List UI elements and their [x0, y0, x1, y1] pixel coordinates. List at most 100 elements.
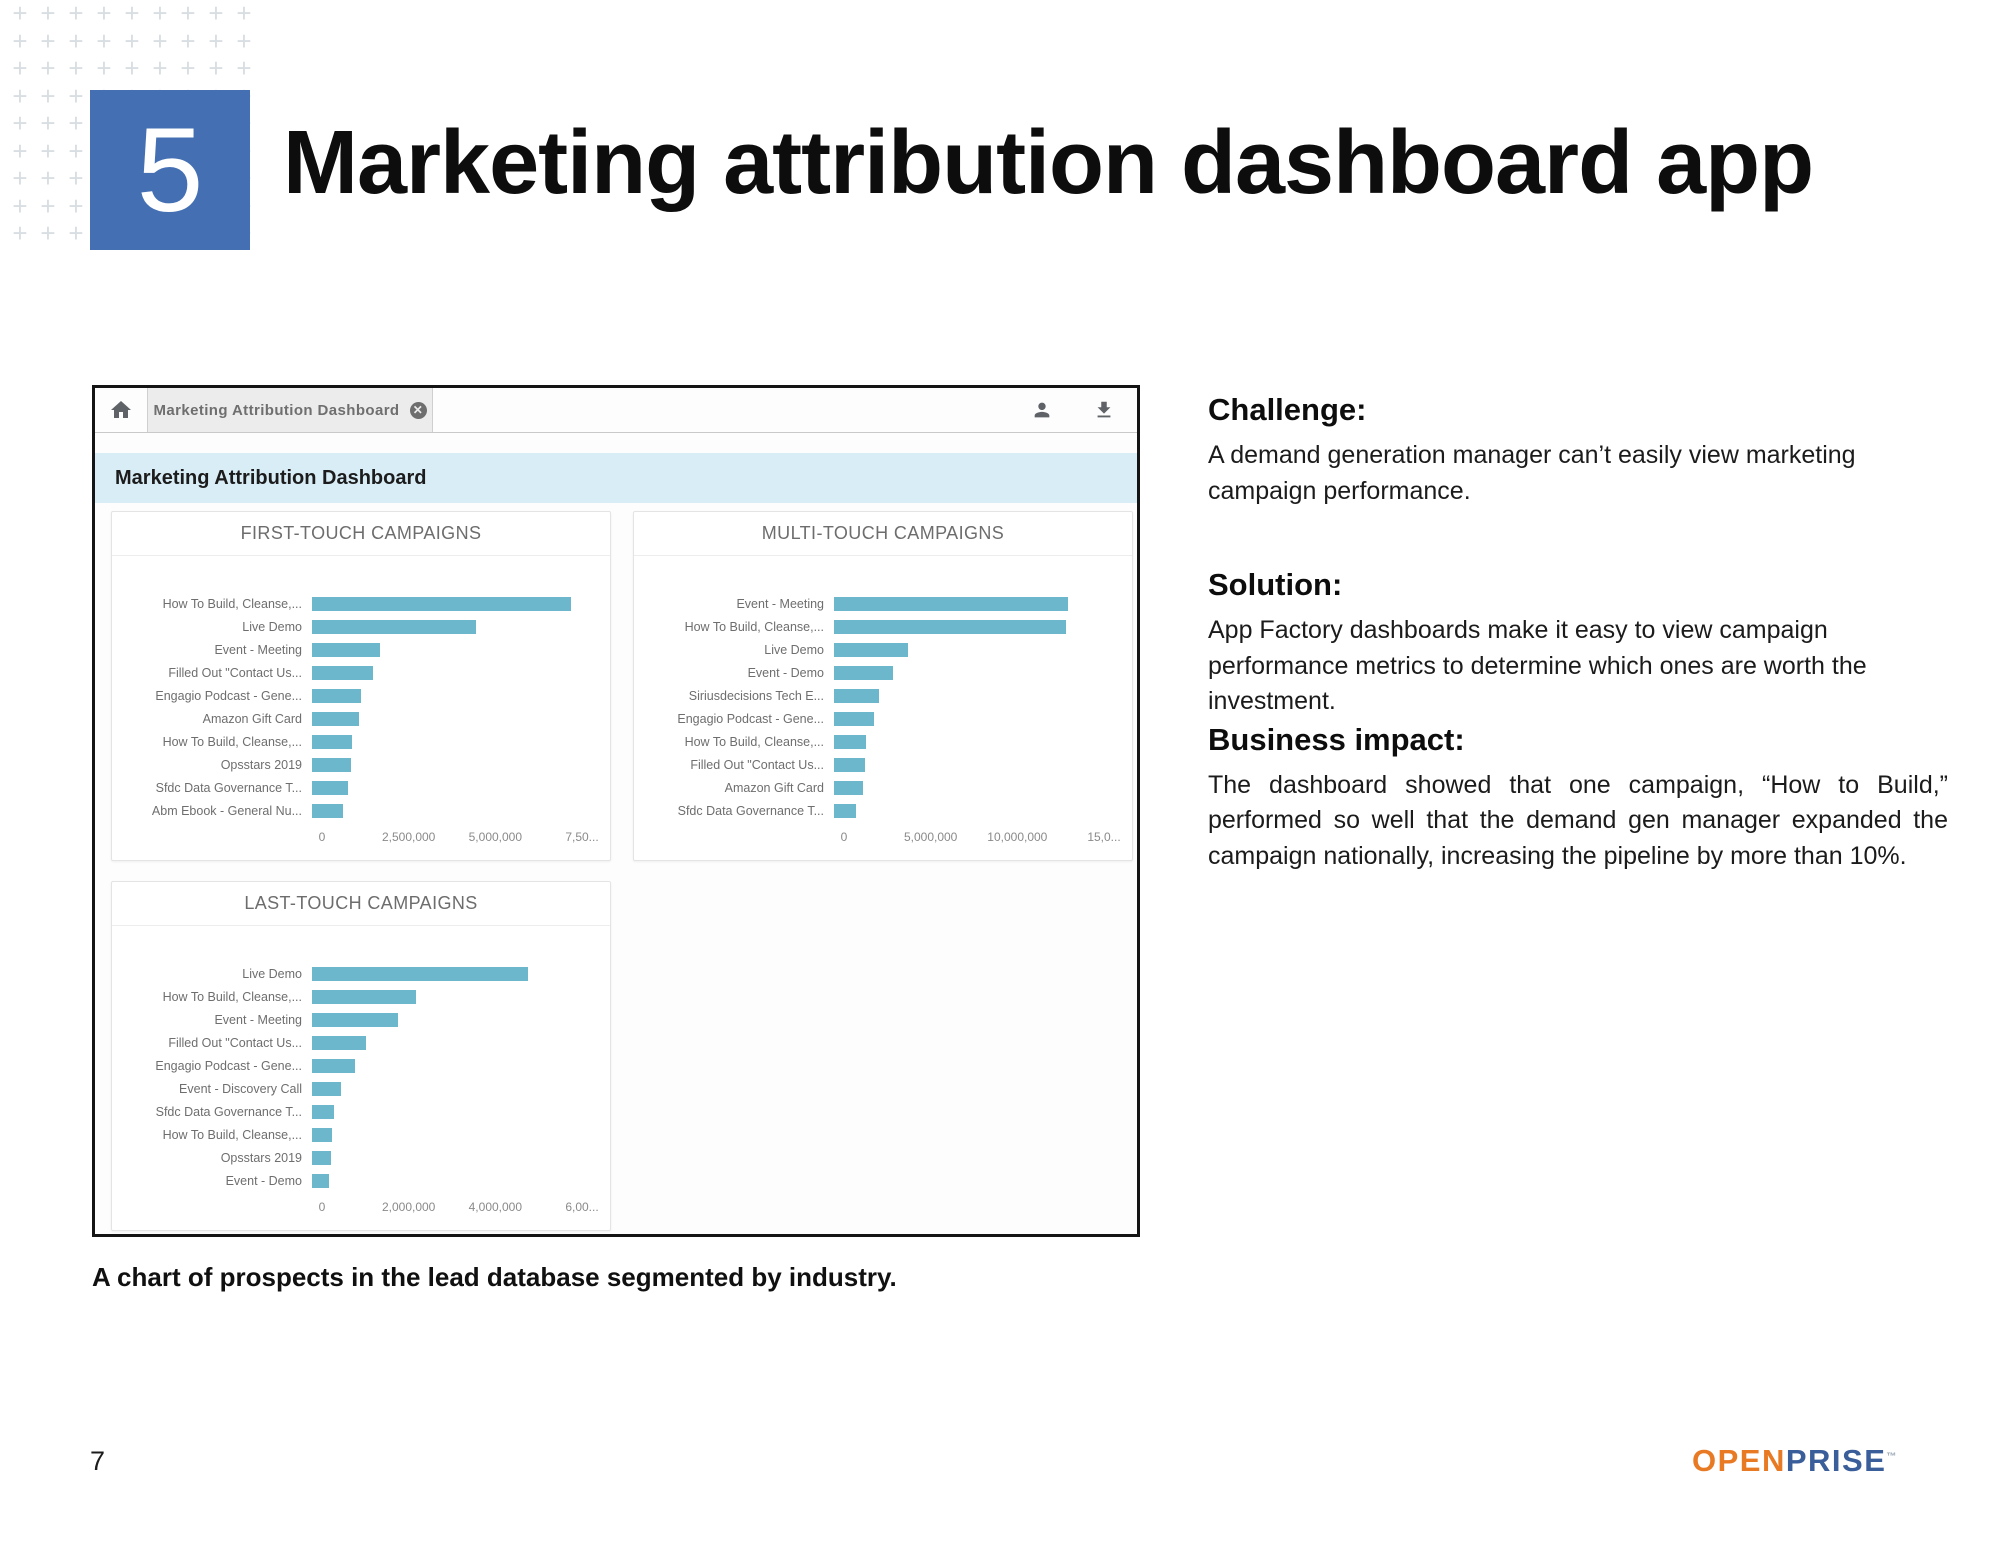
chart-card-first-touch: FIRST-TOUCH CAMPAIGNS How To Build, Clea…: [111, 511, 611, 861]
bar-label: Live Demo: [242, 966, 302, 981]
bar-label: Opsstars 2019: [220, 757, 302, 772]
bar-track: [312, 688, 582, 703]
bar: [834, 711, 874, 726]
bar-label: How To Build, Cleanse,...: [162, 1127, 302, 1142]
bar-row: Filled Out "Contact Us...: [124, 661, 582, 684]
solution-heading: Solution:: [1208, 567, 1343, 602]
logo-prise: PRISE: [1785, 1443, 1887, 1478]
bar-track: [312, 1058, 582, 1073]
bar-label: How To Build, Cleanse,...: [684, 734, 824, 749]
bar-label: Event - Meeting: [214, 642, 302, 657]
bar-row: Event - Demo: [646, 661, 1104, 684]
bar-label: Sfdc Data Governance T...: [155, 1104, 302, 1119]
x-tick-label: 2,500,000: [381, 830, 436, 844]
bar: [312, 780, 348, 795]
bar-chart: How To Build, Cleanse,... Live Demo Event …: [112, 556, 610, 848]
bar-label: How To Build, Cleanse,...: [162, 734, 302, 749]
bar: [312, 711, 359, 726]
user-icon[interactable]: [1031, 399, 1053, 421]
bar: [834, 757, 865, 772]
bar: [834, 596, 1068, 611]
bar-row: How To Build, Cleanse,...: [124, 730, 582, 753]
bar-label: Opsstars 2019: [220, 1150, 302, 1165]
bar-track: [312, 665, 582, 680]
bar-track: [312, 619, 582, 634]
chart-title: LAST-TOUCH CAMPAIGNS: [112, 882, 610, 926]
page-title: Marketing attribution dashboard app: [283, 113, 1814, 213]
bar-track: [312, 1035, 582, 1050]
dashboard-tabbar: Marketing Attribution Dashboard ✕: [95, 388, 1137, 433]
x-tick-label: 7,50...: [565, 830, 599, 844]
challenge-body: A demand generation manager can’t easily…: [1208, 441, 1856, 505]
bar-row: Event - Discovery Call: [124, 1077, 582, 1100]
bar-track: [312, 1173, 582, 1188]
x-tick-label: 0: [318, 830, 326, 844]
tab-close-icon[interactable]: ✕: [409, 401, 427, 419]
dashboard-header: Marketing Attribution Dashboard: [95, 453, 1137, 503]
x-axis: 0 2,000,000 4,000,000 6,00...: [319, 1192, 599, 1218]
x-tick-label: 10,000,000: [987, 830, 1048, 844]
bar: [312, 1173, 330, 1188]
tab-marketing-attribution-dashboard[interactable]: Marketing Attribution Dashboard ✕: [147, 388, 433, 432]
bar-label: Engagio Podcast - Gene...: [155, 688, 302, 703]
bar: [834, 619, 1067, 634]
bar-row: Event - Meeting: [646, 592, 1104, 615]
x-tick-label: 6,00...: [565, 1200, 599, 1214]
bar: [312, 596, 572, 611]
bar-label: Event - Meeting: [214, 1012, 302, 1027]
bar-row: Sfdc Data Governance T...: [124, 1100, 582, 1123]
page-number: 7: [90, 1446, 106, 1476]
bar: [312, 1104, 334, 1119]
x-tick-label: 0: [840, 830, 848, 844]
bar-row: Event - Demo: [124, 1169, 582, 1192]
bar-row: How To Build, Cleanse,...: [124, 1123, 582, 1146]
tab-label: Marketing Attribution Dashboard: [153, 401, 400, 419]
bar-row: How To Build, Cleanse,...: [646, 615, 1104, 638]
bar-track: [834, 642, 1104, 657]
bar-track: [312, 966, 582, 981]
bar-row: Engagio Podcast - Gene...: [124, 1054, 582, 1077]
bar-chart: Event - Meeting How To Build, Cleanse,...…: [634, 556, 1132, 848]
bar: [312, 619, 476, 634]
bar-label: Engagio Podcast - Gene...: [155, 1058, 302, 1073]
slide-number: 5: [136, 103, 204, 237]
bar-label: Sfdc Data Governance T...: [677, 803, 824, 818]
bar: [834, 803, 856, 818]
bar-row: Live Demo: [646, 638, 1104, 661]
bar-label: How To Build, Cleanse,...: [162, 596, 302, 611]
bar-track: [312, 1150, 582, 1165]
bar-track: [834, 688, 1104, 703]
bar-row: Live Demo: [124, 615, 582, 638]
bar-row: Filled Out "Contact Us...: [124, 1031, 582, 1054]
bar-row: How To Build, Cleanse,...: [124, 985, 582, 1008]
x-tick-label: 5,000,000: [903, 830, 958, 844]
bar-track: [312, 989, 582, 1004]
x-tick-label: 5,000,000: [468, 830, 523, 844]
openprise-logo: OPENPRISE™: [1692, 1443, 1896, 1479]
home-button[interactable]: [95, 388, 147, 432]
x-tick-label: 2,000,000: [381, 1200, 436, 1214]
bar: [312, 1150, 332, 1165]
bar-row: Amazon Gift Card: [646, 776, 1104, 799]
bar-track: [834, 665, 1104, 680]
bar-row: Live Demo: [124, 962, 582, 985]
bar-track: [834, 780, 1104, 795]
bar: [834, 688, 879, 703]
bar: [834, 642, 908, 657]
bar-track: [312, 734, 582, 749]
bar-row: Abm Ebook - General Nu...: [124, 799, 582, 822]
bar-label: Event - Meeting: [736, 596, 824, 611]
bar-label: Abm Ebook - General Nu...: [151, 803, 302, 818]
chart-card-last-touch: LAST-TOUCH CAMPAIGNS Live Demo How To Bui…: [111, 881, 611, 1231]
bar-label: Filled Out "Contact Us...: [168, 665, 302, 680]
bar-label: Event - Demo: [225, 1173, 302, 1188]
bar-track: [834, 619, 1104, 634]
tabbar-actions: [1031, 388, 1137, 432]
bar-label: How To Build, Cleanse,...: [162, 989, 302, 1004]
bar-track: [834, 734, 1104, 749]
bar: [312, 1035, 366, 1050]
bar-chart: Live Demo How To Build, Cleanse,... Event …: [112, 926, 610, 1218]
home-icon: [109, 398, 133, 422]
download-icon[interactable]: [1093, 399, 1115, 421]
bar-row: Opsstars 2019: [124, 753, 582, 776]
